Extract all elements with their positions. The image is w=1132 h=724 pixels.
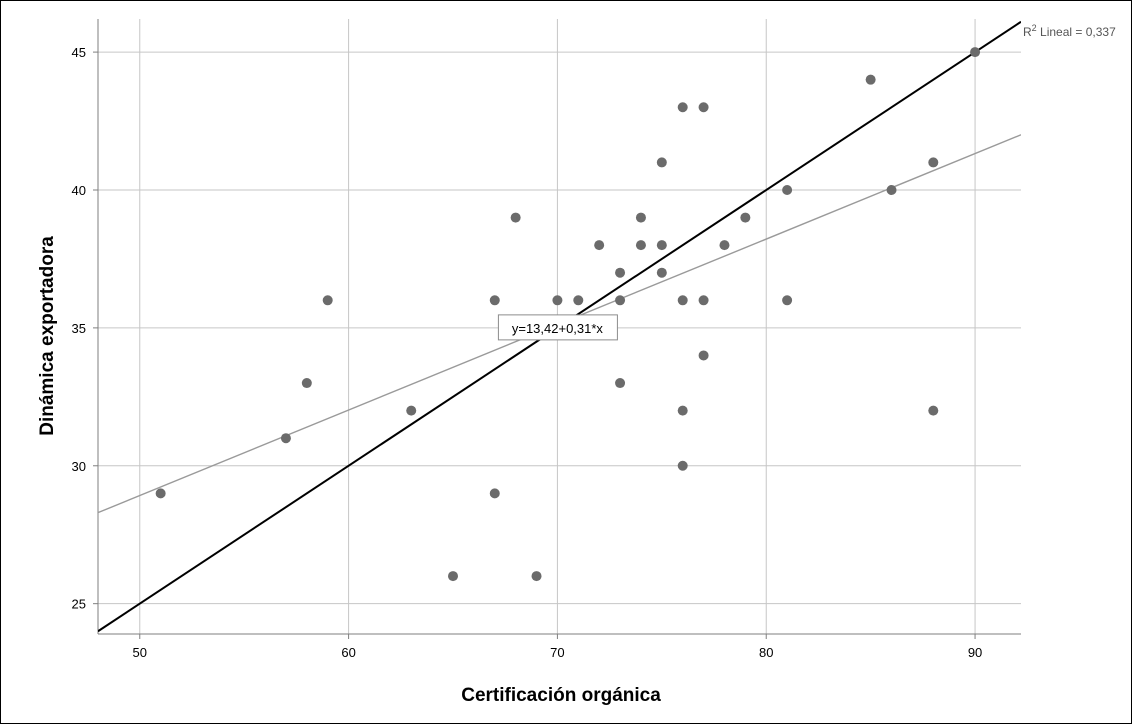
x-axis-title: Certificación orgánica	[461, 685, 661, 706]
x-tick-label: 50	[133, 645, 147, 660]
data-point	[865, 74, 876, 85]
data-point	[698, 350, 709, 361]
label-layer: y=13,42+0,31*x R2 Lineal = 0,337	[497, 23, 1116, 341]
x-tick-label: 90	[968, 645, 982, 660]
data-point	[698, 295, 709, 306]
data-point	[677, 405, 688, 416]
x-tick-label: 60	[341, 645, 355, 660]
data-point	[552, 295, 563, 306]
data-point	[635, 212, 646, 223]
equation-label: y=13,42+0,31*x	[512, 321, 604, 336]
data-point	[594, 240, 605, 251]
data-point	[155, 488, 166, 499]
data-point	[740, 212, 751, 223]
data-point	[698, 102, 709, 113]
data-point	[531, 571, 542, 582]
data-point	[301, 378, 312, 389]
data-point	[615, 267, 626, 278]
data-point	[677, 295, 688, 306]
data-point	[970, 47, 981, 58]
equation-box	[497, 314, 618, 341]
point-layer	[155, 47, 981, 582]
data-point	[280, 433, 291, 444]
x-tick-label: 80	[759, 645, 773, 660]
data-point	[489, 295, 500, 306]
data-point	[677, 460, 688, 471]
data-point	[656, 157, 667, 168]
data-point	[928, 157, 939, 168]
r2-label: R2 Lineal = 0,337	[1023, 23, 1116, 39]
data-point	[677, 102, 688, 113]
data-point	[322, 295, 333, 306]
data-point	[448, 571, 458, 582]
grid-layer	[98, 19, 1021, 634]
x-tick-label: 70	[550, 645, 564, 660]
data-point	[656, 267, 667, 278]
y-axis-title: Dinámica exportadora	[37, 236, 58, 436]
data-point	[782, 295, 793, 306]
data-point	[635, 240, 646, 251]
y-tick-label: 30	[72, 459, 86, 474]
y-tick-label: 45	[72, 45, 86, 60]
data-point	[719, 240, 730, 251]
data-point	[510, 212, 521, 223]
data-point	[489, 488, 500, 499]
data-point	[782, 184, 793, 195]
data-point	[406, 405, 417, 416]
y-tick-label: 35	[72, 321, 86, 336]
axis-layer: 50 60 70 80 90 25 30 35 40 45	[72, 19, 1021, 660]
data-point	[656, 240, 667, 251]
data-point	[928, 405, 939, 416]
y-tick-label: 40	[72, 183, 86, 198]
data-point	[615, 378, 626, 389]
y-tick-label: 25	[72, 597, 86, 612]
data-point	[886, 184, 897, 195]
data-point	[573, 295, 584, 306]
data-point	[615, 295, 626, 306]
